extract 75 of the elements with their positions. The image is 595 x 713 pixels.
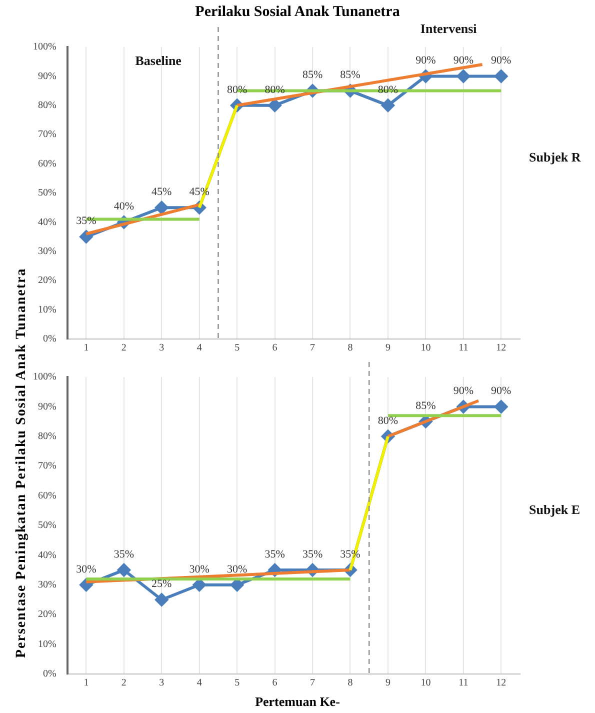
data-label: 80% bbox=[378, 84, 398, 96]
y-tick-label: 0% bbox=[42, 334, 56, 345]
y-tick-label: 70% bbox=[38, 129, 56, 140]
x-tick-label: 2 bbox=[121, 678, 126, 689]
y-tick-label: 20% bbox=[38, 609, 56, 620]
data-label: 30% bbox=[189, 563, 210, 576]
data-label: 80% bbox=[226, 84, 248, 96]
y-tick-label: 10% bbox=[38, 638, 56, 650]
data-label: 90% bbox=[416, 54, 436, 67]
data-label: 80% bbox=[264, 84, 285, 96]
x-tick-label: 11 bbox=[458, 342, 468, 354]
x-tick-label: 7 bbox=[310, 678, 316, 689]
chart-title: Perilaku Sosial Anak Tunanetra bbox=[194, 4, 401, 21]
y-tick-label: 100% bbox=[32, 372, 56, 383]
text: Subjek R bbox=[529, 149, 582, 164]
data-label: 40% bbox=[114, 200, 134, 213]
y-tick-label: 80% bbox=[38, 100, 56, 112]
x-tick-label: 9 bbox=[385, 342, 390, 354]
data-label: 85% bbox=[302, 69, 323, 82]
x-tick-label: 8 bbox=[348, 678, 353, 689]
y-tick-label: 80% bbox=[38, 431, 56, 442]
y-tick-label: 40% bbox=[38, 550, 56, 561]
x-tick-label: 11 bbox=[458, 678, 468, 689]
y-tick-label: 90% bbox=[38, 401, 56, 412]
x-tick-label: 10 bbox=[420, 342, 431, 354]
x-tick-label: 12 bbox=[496, 342, 506, 354]
y-tick-label: 90% bbox=[38, 70, 56, 82]
x-tick-label: 6 bbox=[272, 678, 278, 689]
data-label: 90% bbox=[453, 385, 474, 398]
x-tick-label: 2 bbox=[121, 342, 126, 354]
data-label: 30% bbox=[226, 563, 248, 576]
x-tick-label: 9 bbox=[385, 678, 390, 689]
data-label: 90% bbox=[491, 385, 512, 398]
y-tick-label: 50% bbox=[38, 188, 56, 199]
y-tick-label: 60% bbox=[38, 158, 56, 170]
data-label: 45% bbox=[152, 186, 172, 198]
x-tick-label: 10 bbox=[420, 678, 431, 689]
data-label: 30% bbox=[76, 563, 96, 576]
x-tick-label: 12 bbox=[496, 678, 506, 689]
y-tick-label: 60% bbox=[38, 490, 56, 502]
x-tick-label: 1 bbox=[84, 678, 89, 689]
x-tick-label: 1 bbox=[84, 342, 89, 354]
x-tick-label: 4 bbox=[196, 342, 202, 354]
data-label: 80% bbox=[378, 414, 398, 427]
annotation: Baseline bbox=[135, 52, 182, 68]
x-tick-label: 5 bbox=[234, 342, 240, 354]
y-tick-label: 0% bbox=[42, 668, 56, 680]
y-tick-label: 30% bbox=[38, 246, 56, 258]
x-tick-label: 7 bbox=[310, 342, 316, 354]
data-label: 35% bbox=[114, 548, 134, 560]
data-label: 35% bbox=[264, 548, 285, 560]
data-label: 35% bbox=[76, 215, 96, 228]
y-tick-label: 70% bbox=[38, 460, 56, 472]
y-tick-label: 50% bbox=[38, 520, 56, 532]
data-label: 85% bbox=[416, 400, 436, 412]
y-tick-label: 20% bbox=[38, 275, 56, 286]
data-label: 85% bbox=[340, 69, 360, 82]
y-tick-label: 100% bbox=[32, 42, 56, 53]
text: Intervensi bbox=[420, 20, 478, 36]
data-label: 25% bbox=[152, 578, 172, 590]
y-tick-label: 10% bbox=[38, 304, 56, 316]
y-axis-title: Persentase Peningkatan Perilaku Sosial Anak Tunanetra bbox=[14, 266, 30, 658]
data-label: 90% bbox=[491, 54, 512, 67]
y-tick-label: 30% bbox=[38, 580, 56, 591]
data-label: 35% bbox=[302, 548, 323, 560]
x-tick-label: 6 bbox=[272, 342, 278, 354]
x-tick-label: 4 bbox=[196, 678, 202, 689]
y-tick-label: 40% bbox=[38, 216, 56, 228]
x-axis-title: Pertemuan Ke- bbox=[254, 694, 341, 710]
x-tick-label: 5 bbox=[234, 678, 240, 689]
text: Subjek E bbox=[529, 502, 580, 518]
x-tick-label: 3 bbox=[159, 678, 164, 689]
x-tick-label: 8 bbox=[348, 342, 353, 354]
data-label: 90% bbox=[453, 54, 474, 67]
x-tick-label: 3 bbox=[159, 342, 164, 354]
